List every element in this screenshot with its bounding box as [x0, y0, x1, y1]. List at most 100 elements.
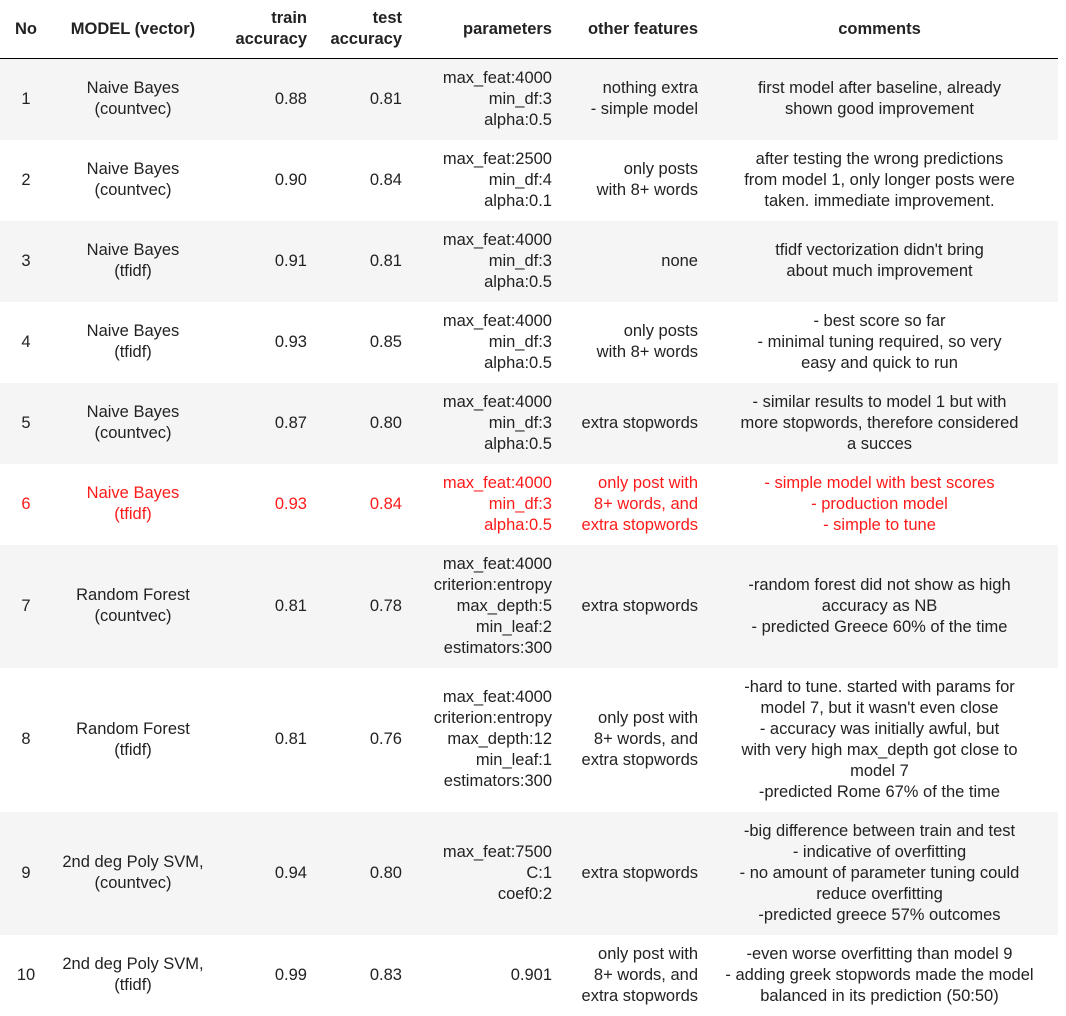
cell-no: 2 [21, 170, 31, 189]
cell-comments-line: - simple model with best scores [764, 473, 995, 492]
table-row: 2 Naive Bayes (countvec) 0.90 0.84 max_feat:2… [0, 139, 1058, 221]
cell-parameters: max_feat:4000 min_df:3 alpha:0.5 [405, 383, 553, 464]
cell-model: Naive Bayes (countvec) [52, 140, 214, 221]
cell-train-accuracy: 0.94 [274, 863, 307, 882]
cell-test-accuracy: 0.76 [369, 730, 402, 748]
cell-comments-line: taken. immediate improvement. [764, 191, 995, 210]
cell-model-line: Naive Bayes [86, 322, 180, 340]
cell-no: 4 [21, 332, 31, 351]
cell-other-features: extra stopwords [553, 383, 701, 464]
cell-model-line: (countvec) [94, 181, 172, 199]
cell-train-accuracy: 0.90 [274, 170, 307, 189]
cell-other-features: only posts with 8+ words [553, 140, 701, 221]
cell-model: Naive Bayes (tfidf) [52, 221, 214, 302]
cell-comments-line: with very high max_depth got close to [741, 740, 1018, 759]
cell-other-features: only post with 8+ words, and extra stopwor… [553, 935, 701, 1016]
cell-train-accuracy: 0.93 [274, 494, 307, 513]
table-row: 4 Naive Bayes (tfidf) 0.93 0.85 max_feat:4000… [0, 301, 1058, 383]
cell-parameters-line: max_feat:4000 [442, 392, 552, 411]
cell-other-features-line: with 8+ words [596, 343, 698, 361]
cell-parameters-line: max_depth:5 [456, 596, 552, 615]
cell-model: Naive Bayes (countvec) [52, 383, 214, 464]
cell-other-features-line: only post with [598, 944, 698, 963]
table-row: 9 2nd deg Poly SVM, (countvec) 0.94 0.80 max_… [0, 811, 1058, 935]
table-row: 8 Random Forest (tfidf) 0.81 0.76 max_feat:40… [0, 667, 1058, 812]
cell-parameters-line: max_feat:4000 [442, 311, 552, 330]
cell-other-features-line: 8+ words, and [593, 730, 698, 748]
cell-parameters: max_feat:4000 criterion:entropy max_depth:… [405, 668, 553, 812]
cell-no: 3 [21, 251, 31, 270]
cell-parameters-line: min_df:3 [488, 413, 552, 432]
cell-parameters-line: max_feat:4000 [442, 688, 552, 706]
table-row: 3 Naive Bayes (tfidf) 0.91 0.81 max_feat:4000… [0, 220, 1058, 302]
cell-model-line: (tfidf) [114, 262, 152, 280]
cell-model: Random Forest (tfidf) [52, 668, 214, 812]
cell-train-accuracy: 0.91 [274, 251, 307, 270]
cell-parameters-line: coef0:2 [497, 884, 552, 903]
cell-parameters-line: min_leaf:1 [475, 751, 552, 769]
cell-parameters-line: min_df:3 [488, 89, 552, 108]
cell-comments-line: model 7, but it wasn't even close [760, 698, 999, 717]
cell-parameters: max_feat:4000 min_df:3 alpha:0.5 [405, 221, 553, 302]
cell-model: Naive Bayes (countvec) [52, 59, 214, 140]
header-test-accuracy: test accuracy [308, 0, 405, 59]
cell-train-accuracy: 0.99 [274, 965, 307, 984]
cell-comments-line: shown good improvement [785, 100, 974, 119]
cell-no: 6 [21, 494, 31, 513]
cell-comments-line: after testing the wrong predictions [755, 149, 1004, 168]
cell-test-accuracy: 0.80 [369, 413, 402, 432]
cell-model-line: 2nd deg Poly SVM, [62, 853, 204, 871]
cell-comments-line: more stopwords, therefore considered [740, 413, 1019, 432]
header-no: No [0, 0, 52, 59]
cell-parameters-line: alpha:0.5 [484, 110, 552, 129]
cell-other-features-line: only post with [598, 473, 698, 492]
cell-comments: - similar results to model 1 but with mor… [701, 383, 1058, 464]
cell-other-features-line: only post with [598, 709, 698, 727]
cell-model: Naive Bayes (tfidf) [52, 464, 214, 545]
cell-parameters-line: max_feat:2500 [442, 149, 552, 168]
cell-comments: first model after baseline, already shown… [701, 59, 1058, 140]
cell-other-features-line: - simple model [590, 100, 698, 119]
cell-parameters: max_feat:4000 min_df:3 alpha:0.5 [405, 59, 553, 140]
cell-parameters-line: alpha:0.5 [484, 434, 552, 453]
cell-comments-line: first model after baseline, already [757, 79, 1002, 98]
cell-model-line: Random Forest [76, 586, 190, 604]
cell-comments-line: - production model [811, 494, 948, 513]
cell-comments-line: -random forest did not show as high [748, 575, 1011, 594]
cell-comments-line: model 7 [850, 761, 909, 780]
cell-comments-line: from model 1, only longer posts were [744, 170, 1015, 189]
cell-test-accuracy: 0.81 [369, 89, 402, 108]
cell-model-line: Naive Bayes [86, 484, 180, 502]
cell-model-line: Naive Bayes [86, 241, 180, 259]
cell-model-line: (tfidf) [114, 976, 152, 994]
cell-other-features: none [553, 221, 701, 302]
cell-no: 9 [21, 863, 31, 882]
cell-comments-line: balanced in its prediction (50:50) [760, 986, 999, 1005]
cell-no: 5 [21, 413, 31, 432]
cell-train-accuracy: 0.81 [274, 596, 307, 615]
cell-model-line: Random Forest [76, 719, 190, 738]
cell-model-line: (tfidf) [114, 740, 152, 759]
cell-other-features-line: extra stopwords [581, 413, 698, 432]
table-body: 1 Naive Bayes (countvec) 0.88 0.81 max_feat:4… [0, 58, 1058, 1016]
cell-parameters: max_feat:4000 criterion:entropy max_depth:… [405, 545, 553, 668]
cell-no: 1 [21, 89, 31, 108]
cell-parameters-line: max_feat:4000 [442, 554, 552, 573]
cell-comments-line: -even worse overfitting than model 9 [746, 944, 1013, 963]
cell-parameters-line: max_feat:4000 [442, 68, 552, 87]
cell-comments: -hard to tune. started with params for mo… [701, 668, 1058, 812]
cell-parameters: max_feat:4000 min_df:3 alpha:0.5 [405, 302, 553, 383]
table-header-row: No MODEL (vector) train accuracy test ac… [0, 0, 1058, 59]
cell-comments-line: reduce overfitting [816, 884, 943, 903]
cell-comments: - best score so far - minimal tuning requ… [701, 302, 1058, 383]
header-train-line: accuracy [235, 30, 307, 48]
cell-train-accuracy: 0.93 [274, 332, 307, 351]
cell-parameters-line: alpha:0.5 [484, 515, 552, 534]
cell-comments-line: easy and quick to run [801, 353, 958, 372]
header-test-line: test [372, 9, 402, 27]
cell-other-features-line: nothing extra [602, 79, 698, 98]
cell-other-features: extra stopwords [553, 812, 701, 935]
cell-comments: after testing the wrong predictions from … [701, 140, 1058, 221]
cell-model-line: Naive Bayes [86, 403, 180, 421]
cell-model-line: (tfidf) [114, 343, 152, 361]
